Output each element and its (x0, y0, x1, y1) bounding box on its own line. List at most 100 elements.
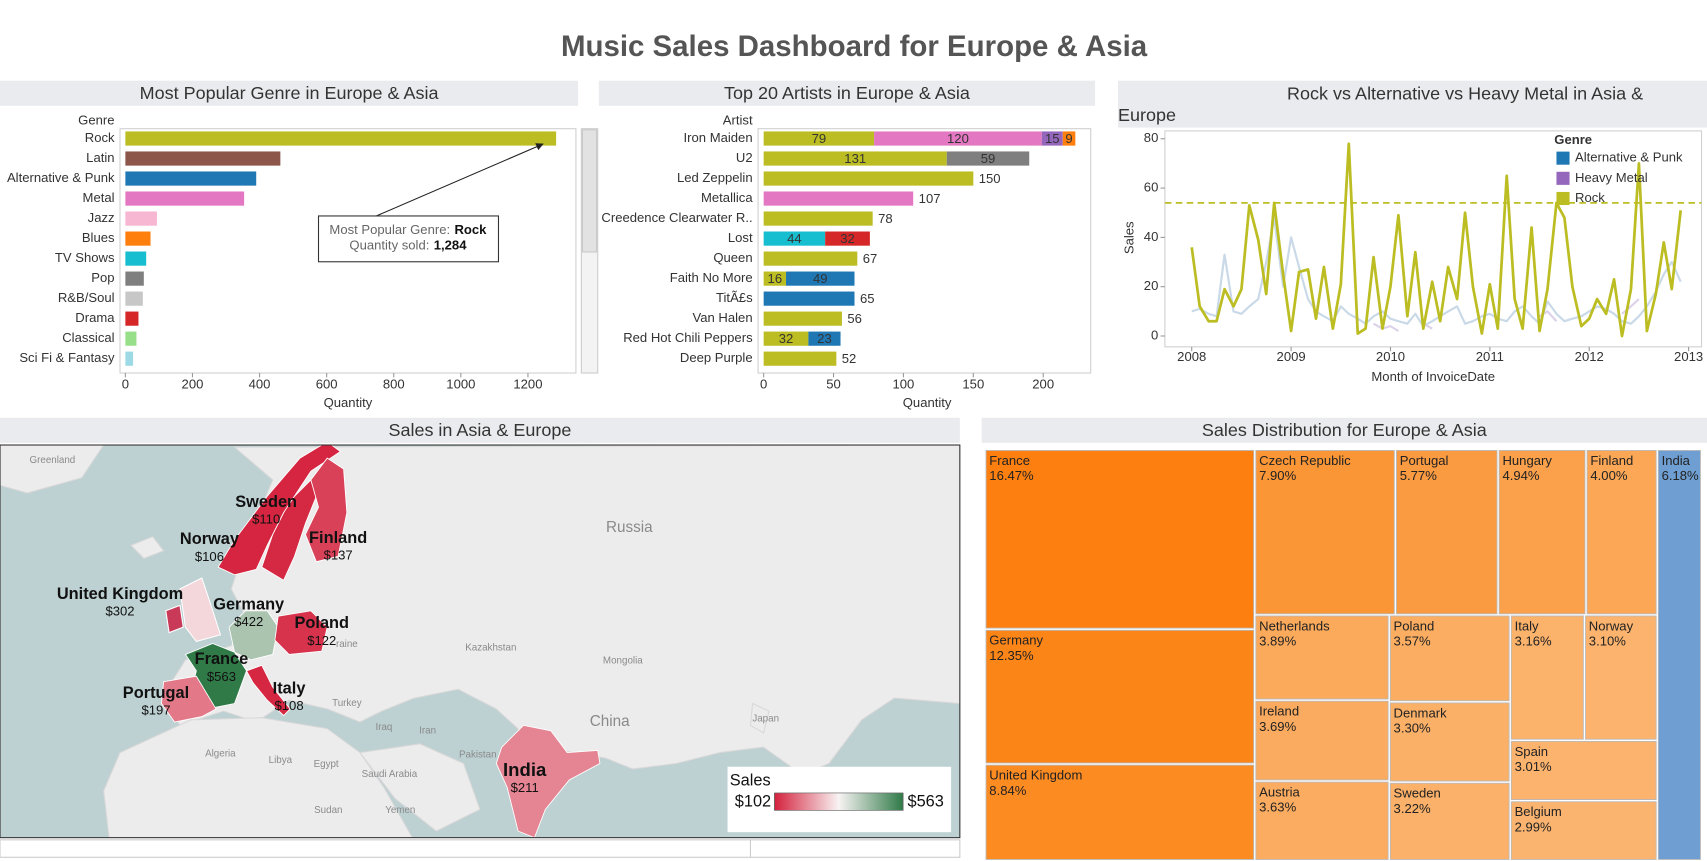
category-label: Rock (85, 130, 115, 145)
category-label: Metallica (701, 190, 753, 205)
x-tick-label: 50 (826, 376, 841, 391)
bar-segment (786, 271, 855, 286)
panel-header (0, 80, 579, 106)
place-name: Greenland (29, 455, 75, 466)
cell-value: 3.30% (1394, 721, 1431, 736)
country-value: $137 (324, 548, 353, 563)
bar (125, 251, 147, 266)
bar-segment (1041, 131, 1063, 146)
category-label: Red Hot Chili Peppers (623, 330, 753, 345)
category-label: Classical (62, 330, 114, 345)
country-value: $108 (275, 698, 304, 713)
cell-name: Netherlands (1259, 618, 1330, 633)
category-label: Deep Purple (680, 350, 753, 365)
place-name: Iraq (376, 722, 393, 733)
annotation-arrow (376, 143, 544, 217)
country (495, 724, 601, 838)
bar (125, 231, 151, 246)
cell-value: 3.01% (1515, 759, 1552, 774)
data-label: 15 (1045, 131, 1060, 146)
category-label: Alternative & Punk (7, 170, 115, 185)
cell-value: 2.99% (1515, 819, 1552, 834)
data-label: 9 (1065, 131, 1072, 146)
x-tick-label: 2008 (1177, 349, 1206, 364)
series-line (1373, 298, 1640, 332)
bar (125, 151, 281, 166)
bar-segment (808, 331, 841, 346)
country (274, 610, 328, 655)
bar-segment (763, 351, 837, 366)
title-box: Rock vs Alternative vs Heavy Metal in As… (1118, 84, 1643, 125)
place-name: Algeria (205, 748, 236, 759)
category-label: R&B/Soul (58, 290, 115, 305)
y-tick-label: 40 (1144, 229, 1159, 244)
land (749, 702, 770, 734)
place-name: Turkey (332, 698, 362, 709)
axis-header: Genre (78, 113, 114, 128)
legend-label: Heavy Metal (1575, 170, 1648, 185)
bar-segment (763, 191, 914, 206)
category-label: Metal (83, 190, 115, 205)
cell-name: Norway (1589, 618, 1634, 633)
data-label: 107 (919, 191, 941, 206)
data-label: 56 (847, 311, 862, 326)
x-tick-label: 1000 (446, 376, 475, 391)
x-axis-label: Quantity (903, 395, 952, 410)
cell-name: Ireland (1259, 704, 1299, 719)
bar-segment (874, 131, 1042, 146)
treemap-cell (1585, 615, 1657, 740)
annotation-box (317, 215, 500, 263)
data-label: 32 (779, 331, 794, 346)
category-label: TV Shows (55, 250, 115, 265)
country-value: $106 (195, 549, 224, 564)
category-label: Jazz (88, 210, 115, 225)
category-label: Van Halen (693, 310, 753, 325)
category-label: Queen (713, 250, 752, 265)
legend-swatch (1556, 151, 1570, 165)
colorbar-label: $563 (907, 793, 943, 811)
bar (125, 211, 157, 226)
country (179, 577, 221, 642)
treemap-cell (985, 450, 1255, 629)
map: Greenland Russia Kazakhstan Mongolia China Ja… (0, 445, 960, 838)
bar (125, 331, 137, 346)
data-label: 120 (947, 131, 969, 146)
bar-segment (763, 331, 809, 346)
x-tick-label: 2013 (1674, 349, 1703, 364)
place-name: Pakistan (459, 749, 497, 760)
cell-name: Sweden (1394, 786, 1441, 801)
treemap-cell (985, 629, 1255, 764)
x-tick-label: 200 (182, 376, 204, 391)
category-label: TitÃ£s (716, 290, 753, 305)
land (358, 743, 481, 832)
panel-title: Top 20 Artists in Europe & Asia (724, 83, 970, 103)
treemap-cell (1586, 450, 1657, 615)
category-label: Iron Maiden (684, 130, 753, 145)
legend-swatch (1556, 191, 1570, 206)
place-name: Iran (419, 725, 436, 736)
place-name: China (590, 713, 630, 730)
country-value: $302 (105, 603, 134, 618)
country-value: $122 (307, 633, 336, 648)
x-tick-label: 2010 (1376, 349, 1405, 364)
bar-segment (763, 171, 974, 186)
bar-segment (1062, 131, 1076, 146)
place-name: Russia (606, 519, 653, 536)
panel-header (981, 417, 1707, 443)
scroll-thumb (581, 129, 598, 253)
bar (125, 311, 139, 326)
scrollbar (0, 839, 961, 858)
data-label: 32 (840, 231, 855, 246)
annotation-text: Quantity sold: (349, 238, 429, 253)
legend-label: Rock (1575, 190, 1605, 205)
bar (125, 191, 245, 206)
cell-value: 3.16% (1515, 634, 1552, 649)
bar (125, 171, 257, 186)
cell-value: 3.69% (1259, 719, 1296, 734)
category-label: Pop (91, 270, 114, 285)
place-name: Libya (269, 755, 293, 766)
treemap-cell (1255, 450, 1395, 615)
data-label: 65 (860, 291, 875, 306)
category-label: Sci Fi & Fantasy (19, 350, 115, 365)
cell-value: 3.89% (1259, 634, 1296, 649)
